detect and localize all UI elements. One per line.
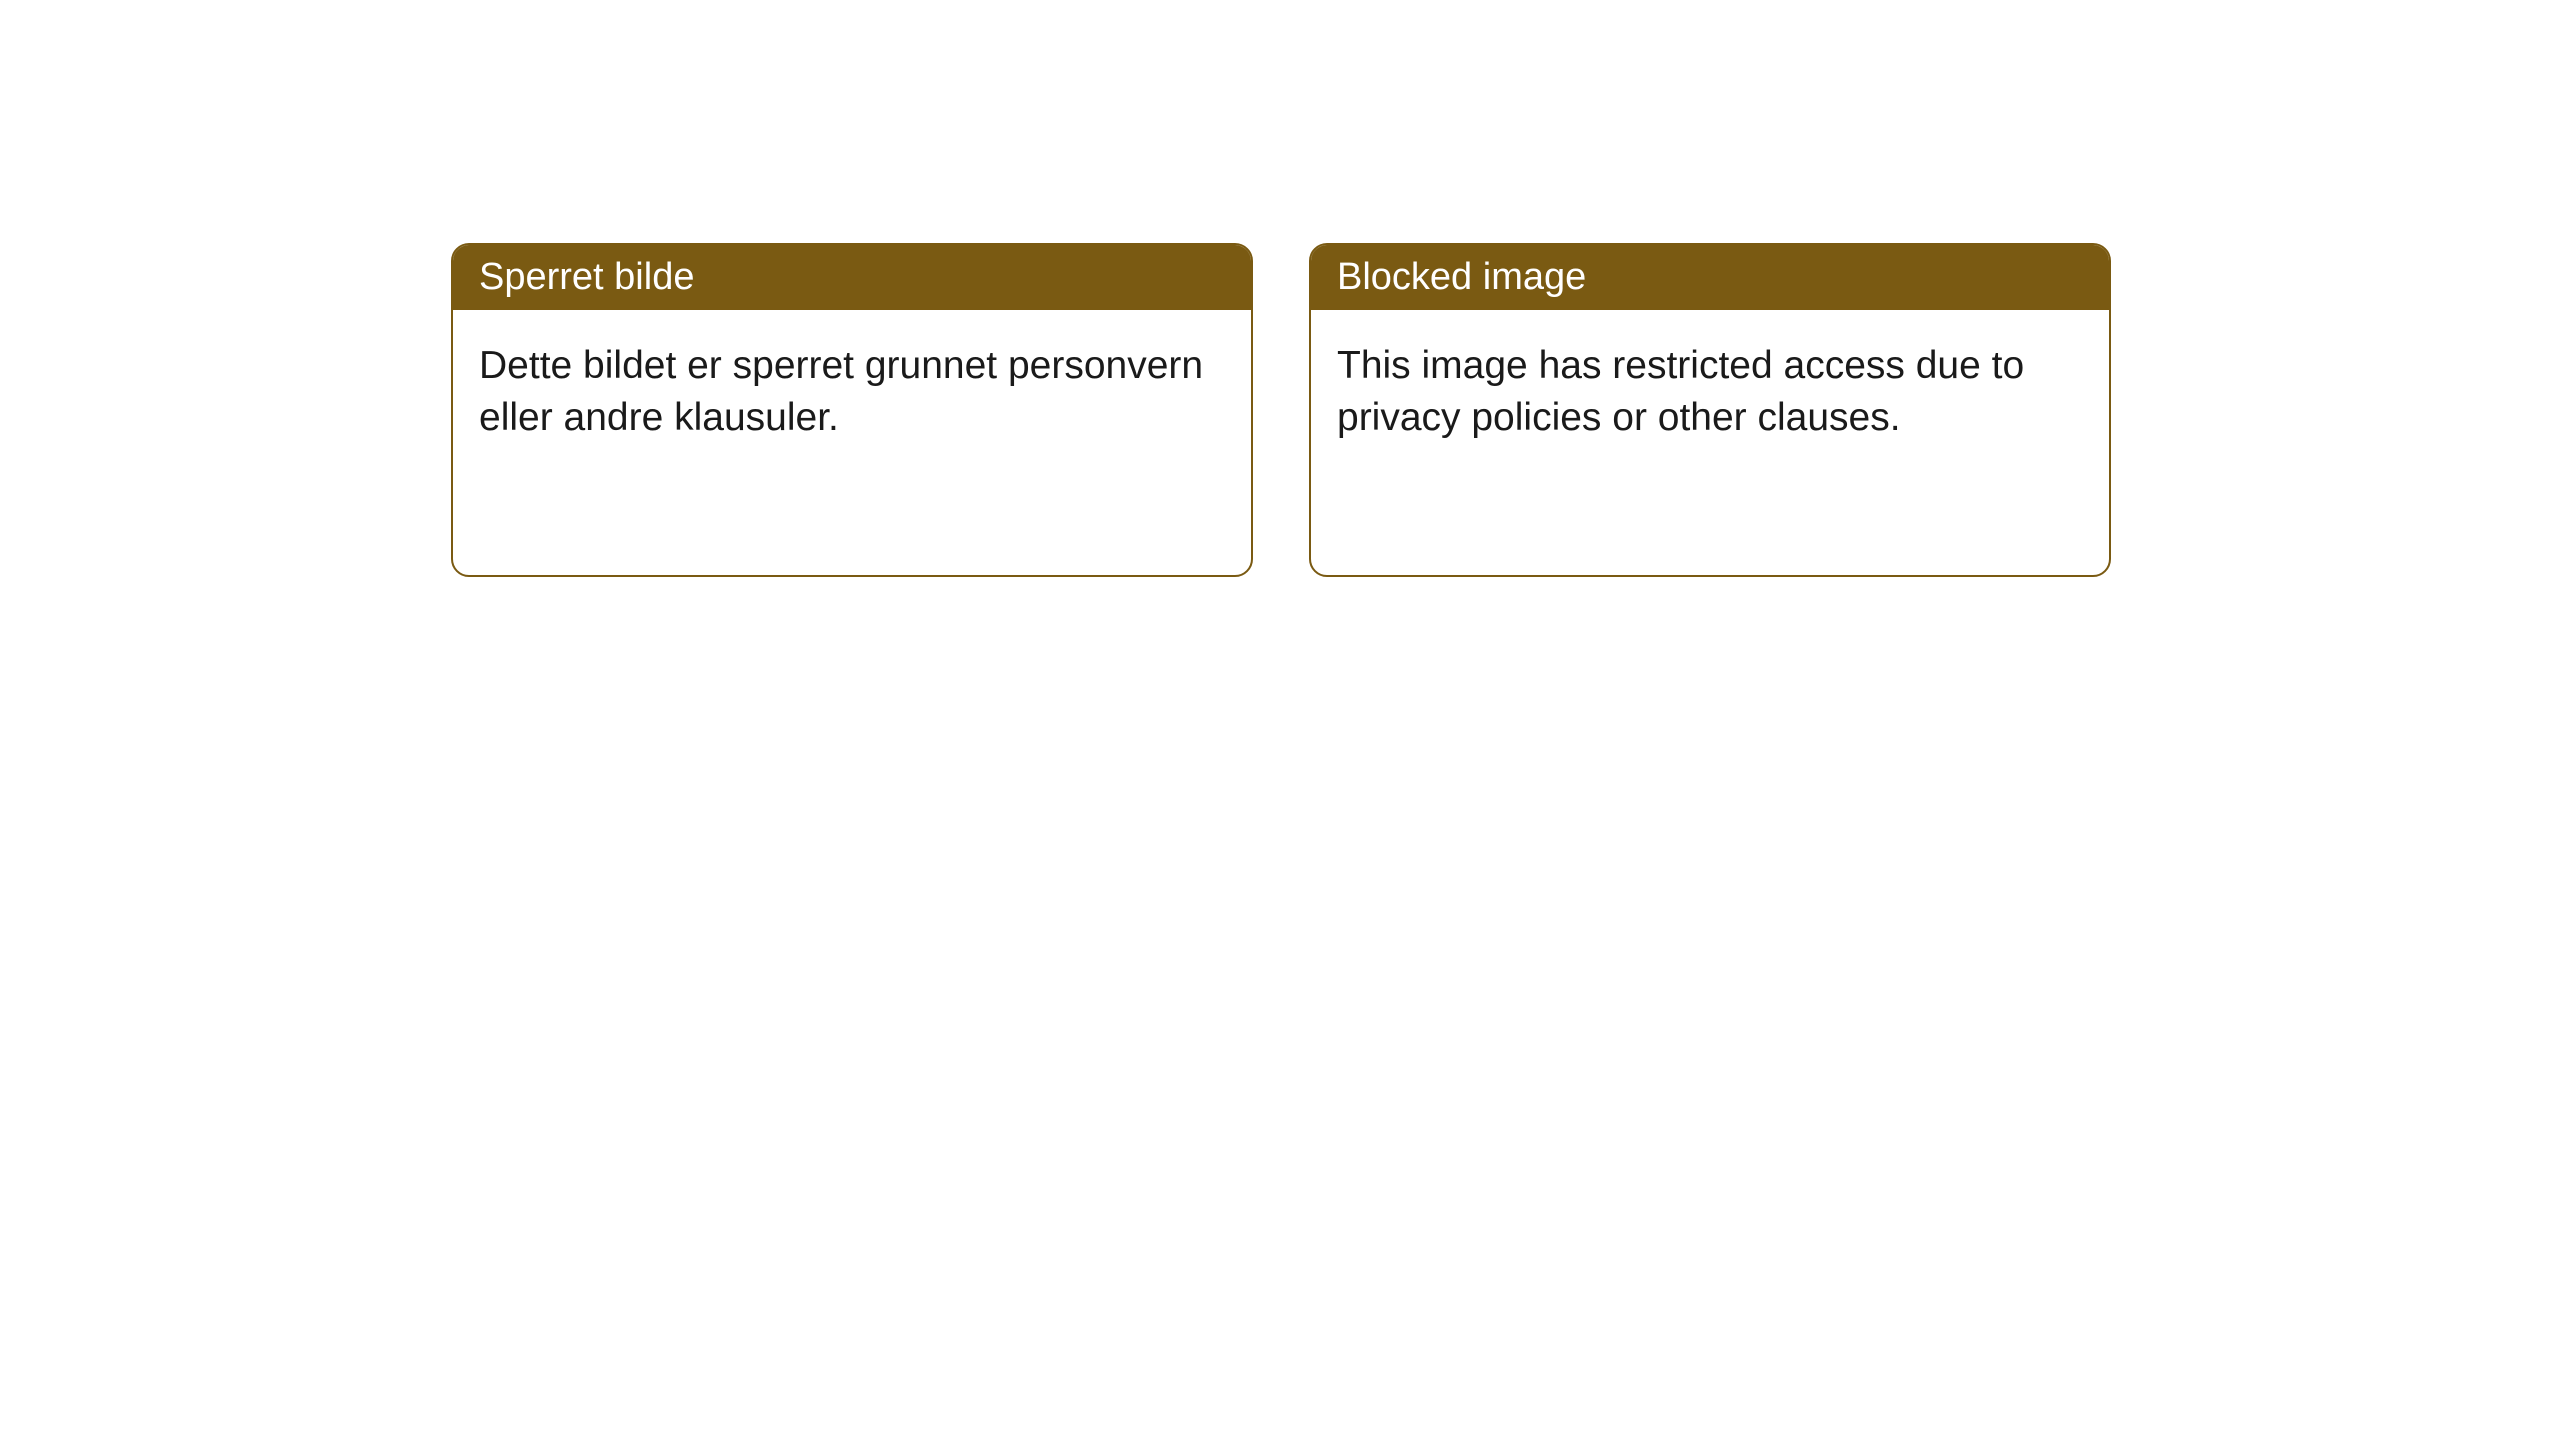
notice-box-english: Blocked image This image has restricted … xyxy=(1309,243,2111,577)
notice-header-english: Blocked image xyxy=(1311,245,2109,310)
notice-header-norwegian: Sperret bilde xyxy=(453,245,1251,310)
notice-message-english: This image has restricted access due to … xyxy=(1337,344,2024,439)
notice-title-norwegian: Sperret bilde xyxy=(479,256,694,298)
notice-body-english: This image has restricted access due to … xyxy=(1311,310,2109,474)
notice-message-norwegian: Dette bildet er sperret grunnet personve… xyxy=(479,344,1203,439)
notice-box-norwegian: Sperret bilde Dette bildet er sperret gr… xyxy=(451,243,1253,577)
notice-container: Sperret bilde Dette bildet er sperret gr… xyxy=(451,243,2111,577)
notice-title-english: Blocked image xyxy=(1337,256,1586,298)
notice-body-norwegian: Dette bildet er sperret grunnet personve… xyxy=(453,310,1251,474)
